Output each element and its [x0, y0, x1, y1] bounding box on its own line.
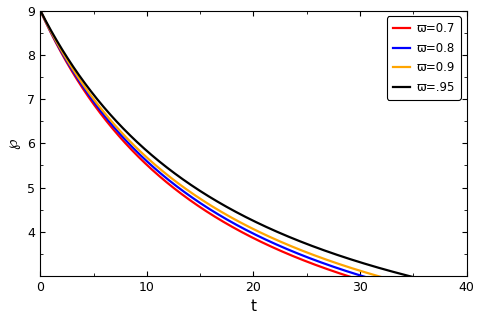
ϖ=0.7: [245, 233, 251, 237]
Line: ϖ=0.8: ϖ=0.8: [40, 11, 467, 302]
ϖ=0.8: [451, 298, 457, 301]
ϖ=0.8: [37, 9, 43, 12]
Line: ϖ=.95: ϖ=.95: [40, 11, 467, 289]
ϖ=0.8: [451, 298, 457, 301]
ϖ=.95: [37, 9, 43, 12]
Line: ϖ=0.7: ϖ=0.7: [40, 11, 467, 307]
Y-axis label: ℘: ℘: [6, 138, 21, 148]
ϖ=.95: [451, 285, 457, 289]
ϖ=0.7: [451, 302, 457, 306]
ϖ=0.9: [451, 293, 457, 297]
ϖ=0.7: [59, 52, 65, 56]
ϖ=0.7: [37, 9, 43, 12]
ϖ=0.9: [37, 9, 43, 12]
ϖ=0.8: [464, 300, 469, 304]
ϖ=.95: [245, 216, 251, 220]
ϖ=0.8: [373, 278, 379, 282]
ϖ=0.9: [59, 50, 65, 53]
ϖ=0.7: [451, 302, 457, 306]
ϖ=0.7: [233, 227, 239, 231]
Legend: ϖ=0.7, ϖ=0.8, ϖ=0.9, ϖ=.95: ϖ=0.7, ϖ=0.8, ϖ=0.9, ϖ=.95: [387, 16, 461, 100]
ϖ=.95: [233, 210, 239, 214]
ϖ=0.9: [245, 224, 251, 228]
ϖ=0.8: [245, 229, 251, 233]
ϖ=0.9: [451, 293, 457, 297]
ϖ=0.8: [233, 223, 239, 227]
ϖ=0.9: [233, 218, 239, 222]
ϖ=.95: [59, 48, 65, 52]
ϖ=0.7: [373, 283, 379, 286]
ϖ=0.9: [373, 274, 379, 277]
X-axis label: t: t: [251, 300, 256, 315]
ϖ=.95: [373, 265, 379, 269]
ϖ=0.9: [464, 296, 469, 300]
ϖ=0.7: [464, 305, 469, 308]
ϖ=0.8: [59, 51, 65, 55]
Line: ϖ=0.9: ϖ=0.9: [40, 11, 467, 298]
ϖ=.95: [451, 285, 457, 289]
ϖ=.95: [464, 287, 469, 291]
